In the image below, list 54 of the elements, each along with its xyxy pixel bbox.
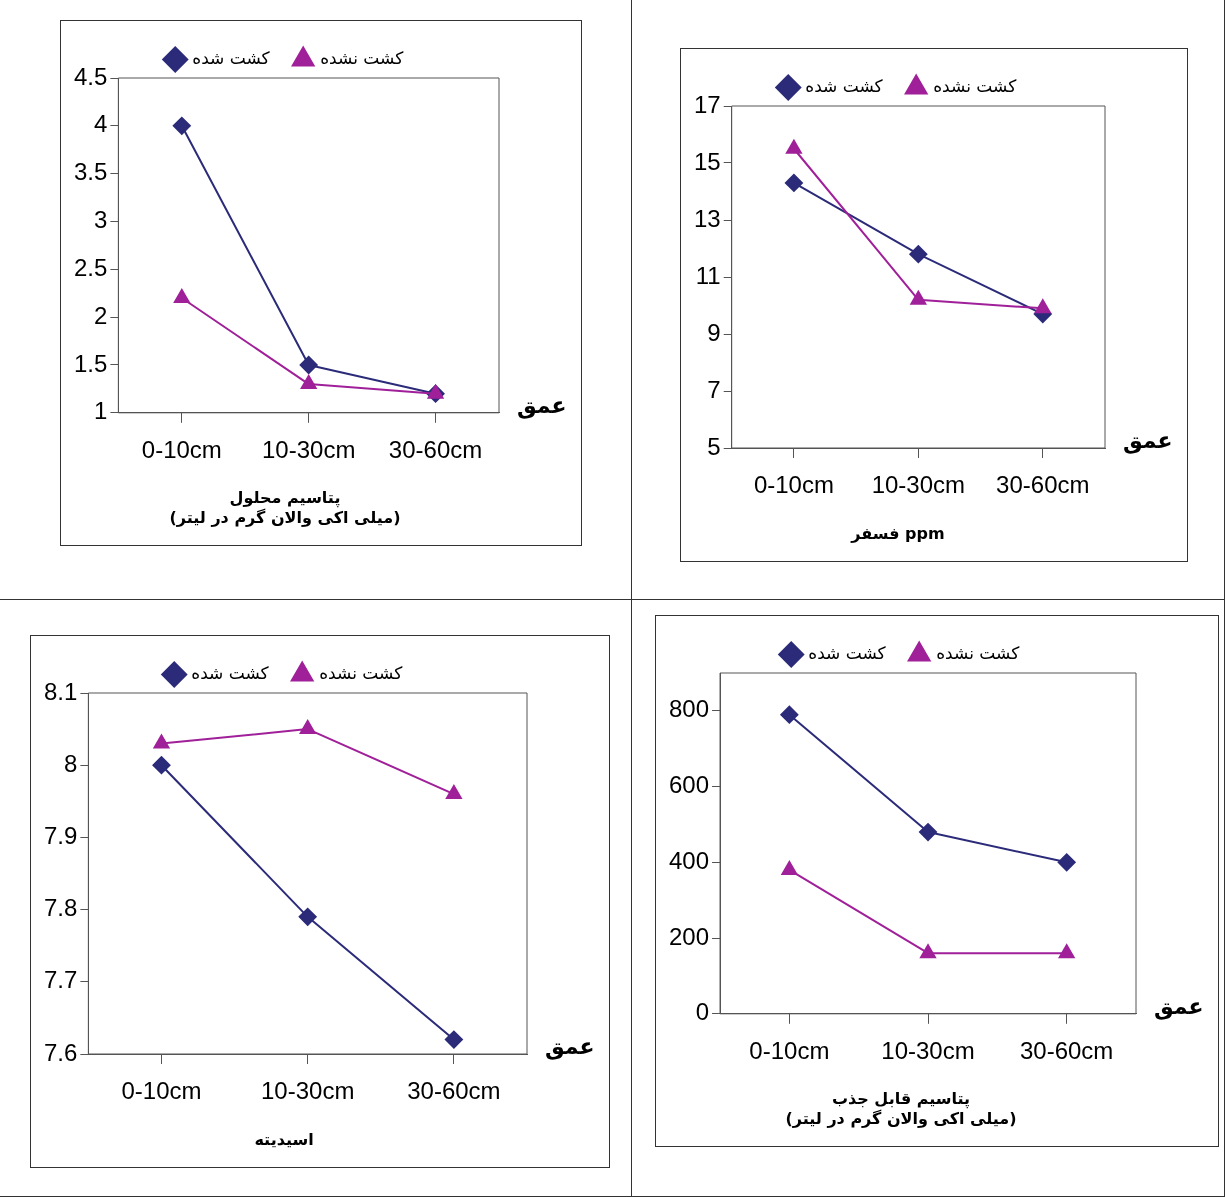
y-tick-label: 5: [707, 432, 721, 460]
y-tick-label: 7.6: [43, 1038, 78, 1066]
y-tick-label: 13: [693, 204, 721, 232]
y-tick-label: 11: [695, 261, 721, 289]
x-tick-label: 30-60cm: [388, 435, 483, 463]
text: پتاسیم محلول (میلی اکی والان گرم در لیتر): [169, 488, 401, 527]
y-tick-label: 400: [669, 846, 710, 874]
legend-label: کشت نشده: [936, 642, 1021, 663]
y-tick-label: 800: [669, 695, 710, 723]
y-tick-label: 7.9: [43, 822, 78, 850]
x-axis-title: عمق: [545, 1033, 595, 1060]
x-tick-label: 10-30cm: [871, 471, 966, 499]
x-tick-label: 30-60cm: [1019, 1036, 1114, 1064]
y-tick-label: 17: [693, 90, 721, 118]
y-tick-label: 1.5: [73, 349, 108, 377]
x-tick-label: 30-60cm: [996, 471, 1090, 499]
y-tick-label: 4.5: [73, 62, 108, 90]
y-tick-label: 200: [669, 922, 710, 950]
y-tick-label: 15: [693, 147, 721, 175]
x-tick-label: 10-30cm: [260, 1077, 355, 1105]
text: اسیدیته: [254, 1129, 314, 1149]
x-tick-label: 0-10cm: [753, 471, 834, 499]
y-tick-label: 1: [94, 397, 108, 425]
x-tick-label: 30-60cm: [407, 1077, 501, 1105]
x-axis-title: عمق: [1123, 427, 1173, 454]
y-tick-label: 2.5: [73, 253, 108, 281]
x-tick-label: 0-10cm: [749, 1036, 830, 1064]
y-tick-label: 4: [94, 110, 108, 138]
y-tick-label: 7: [707, 375, 721, 403]
y-tick-label: 0: [695, 998, 710, 1026]
y-tick-label: 2: [94, 301, 108, 329]
x-tick-label: 10-30cm: [261, 435, 356, 463]
y-tick-label: 8.1: [43, 677, 78, 705]
x-axis-title: عمق: [517, 392, 567, 419]
text: پتاسیم قابل جذب (میلی اکی والان گرم در لیتر): [785, 1089, 1017, 1128]
y-tick-label: 9: [707, 318, 721, 346]
text: فسفر ppm: [850, 523, 945, 543]
y-tick-label: 8: [64, 749, 78, 777]
legend-label: کشت نشده: [933, 75, 1018, 96]
y-tick-label: 7.8: [43, 894, 78, 922]
y-tick-label: 600: [669, 771, 710, 799]
legend-label: کشت شده: [191, 662, 270, 683]
x-tick-label: 0-10cm: [141, 435, 222, 463]
legend-label: کشت نشده: [319, 662, 404, 683]
legend-label: کشت شده: [808, 642, 887, 663]
legend-label: کشت شده: [192, 47, 271, 68]
y-tick-label: 7.7: [43, 966, 78, 994]
x-tick-label: 0-10cm: [121, 1077, 202, 1105]
legend-label: کشت شده: [805, 75, 884, 96]
x-tick-label: 10-30cm: [881, 1036, 975, 1064]
y-tick-label: 3: [94, 206, 108, 234]
x-axis-title: عمق: [1154, 993, 1204, 1020]
y-tick-label: 3.5: [73, 158, 108, 186]
legend-label: کشت نشده: [320, 47, 405, 68]
